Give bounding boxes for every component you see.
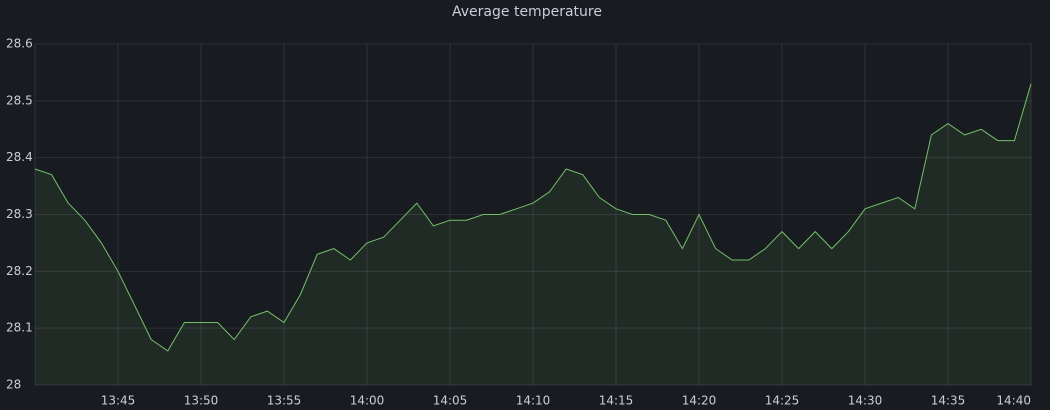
x-tick-label: 14:10	[516, 394, 551, 408]
y-tick-label: 28.2	[6, 264, 33, 278]
x-tick-label: 14:15	[599, 394, 634, 408]
x-tick-label: 14:25	[765, 394, 800, 408]
y-tick-label: 28.1	[6, 321, 33, 335]
x-tick-label: 14:30	[848, 394, 883, 408]
y-tick-label: 28	[6, 378, 21, 392]
chart-title: Average temperature	[452, 4, 602, 20]
y-tick-label: 28.4	[6, 150, 33, 164]
y-tick-label: 28.5	[6, 93, 33, 107]
x-tick-label: 14:35	[931, 394, 966, 408]
line	[34, 83, 1032, 352]
x-tick-label: 13:55	[267, 394, 302, 408]
area-fill	[35, 83, 1031, 386]
x-tick-label: 14:00	[350, 394, 385, 408]
x-tick-label: 14:20	[682, 394, 717, 408]
x-tick-label: 14:05	[433, 394, 468, 408]
y-tick-label: 28.6	[6, 37, 33, 51]
x-tick-label: 13:50	[184, 394, 219, 408]
y-tick-label: 28.3	[6, 207, 33, 221]
x-tick-label: 14:40	[996, 394, 1031, 408]
x-tick-label: 13:45	[101, 394, 136, 408]
